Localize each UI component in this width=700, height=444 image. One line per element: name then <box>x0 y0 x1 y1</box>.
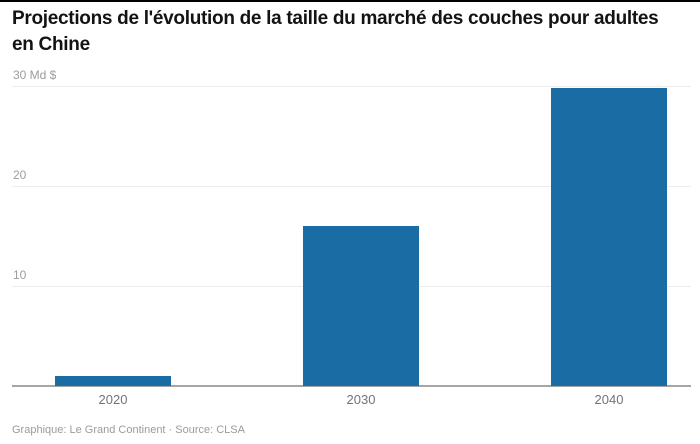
x-axis-tick-label: 2020 <box>98 392 128 407</box>
x-axis-baseline <box>12 385 691 387</box>
chart-credit: Graphique: Le Grand Continent · Source: … <box>12 424 245 436</box>
y-axis-tick-label: 30 Md $ <box>13 68 57 82</box>
plot-area: 10 20 30 Md $ 2020 2030 2040 <box>12 68 691 407</box>
x-axis-tick-label: 2040 <box>594 392 624 407</box>
y-axis-tick-label: 10 <box>13 268 27 282</box>
x-axis-tick-label: 2030 <box>346 392 376 407</box>
top-border <box>0 0 700 2</box>
chart-title: Projections de l'évolution de la taille … <box>12 8 659 55</box>
gridline-y <box>12 86 691 87</box>
bar-2020 <box>55 376 171 386</box>
bar-2030 <box>303 226 419 386</box>
y-axis-tick-label: 20 <box>13 168 27 182</box>
gridline-y <box>12 186 691 187</box>
bar-2040 <box>551 88 667 386</box>
